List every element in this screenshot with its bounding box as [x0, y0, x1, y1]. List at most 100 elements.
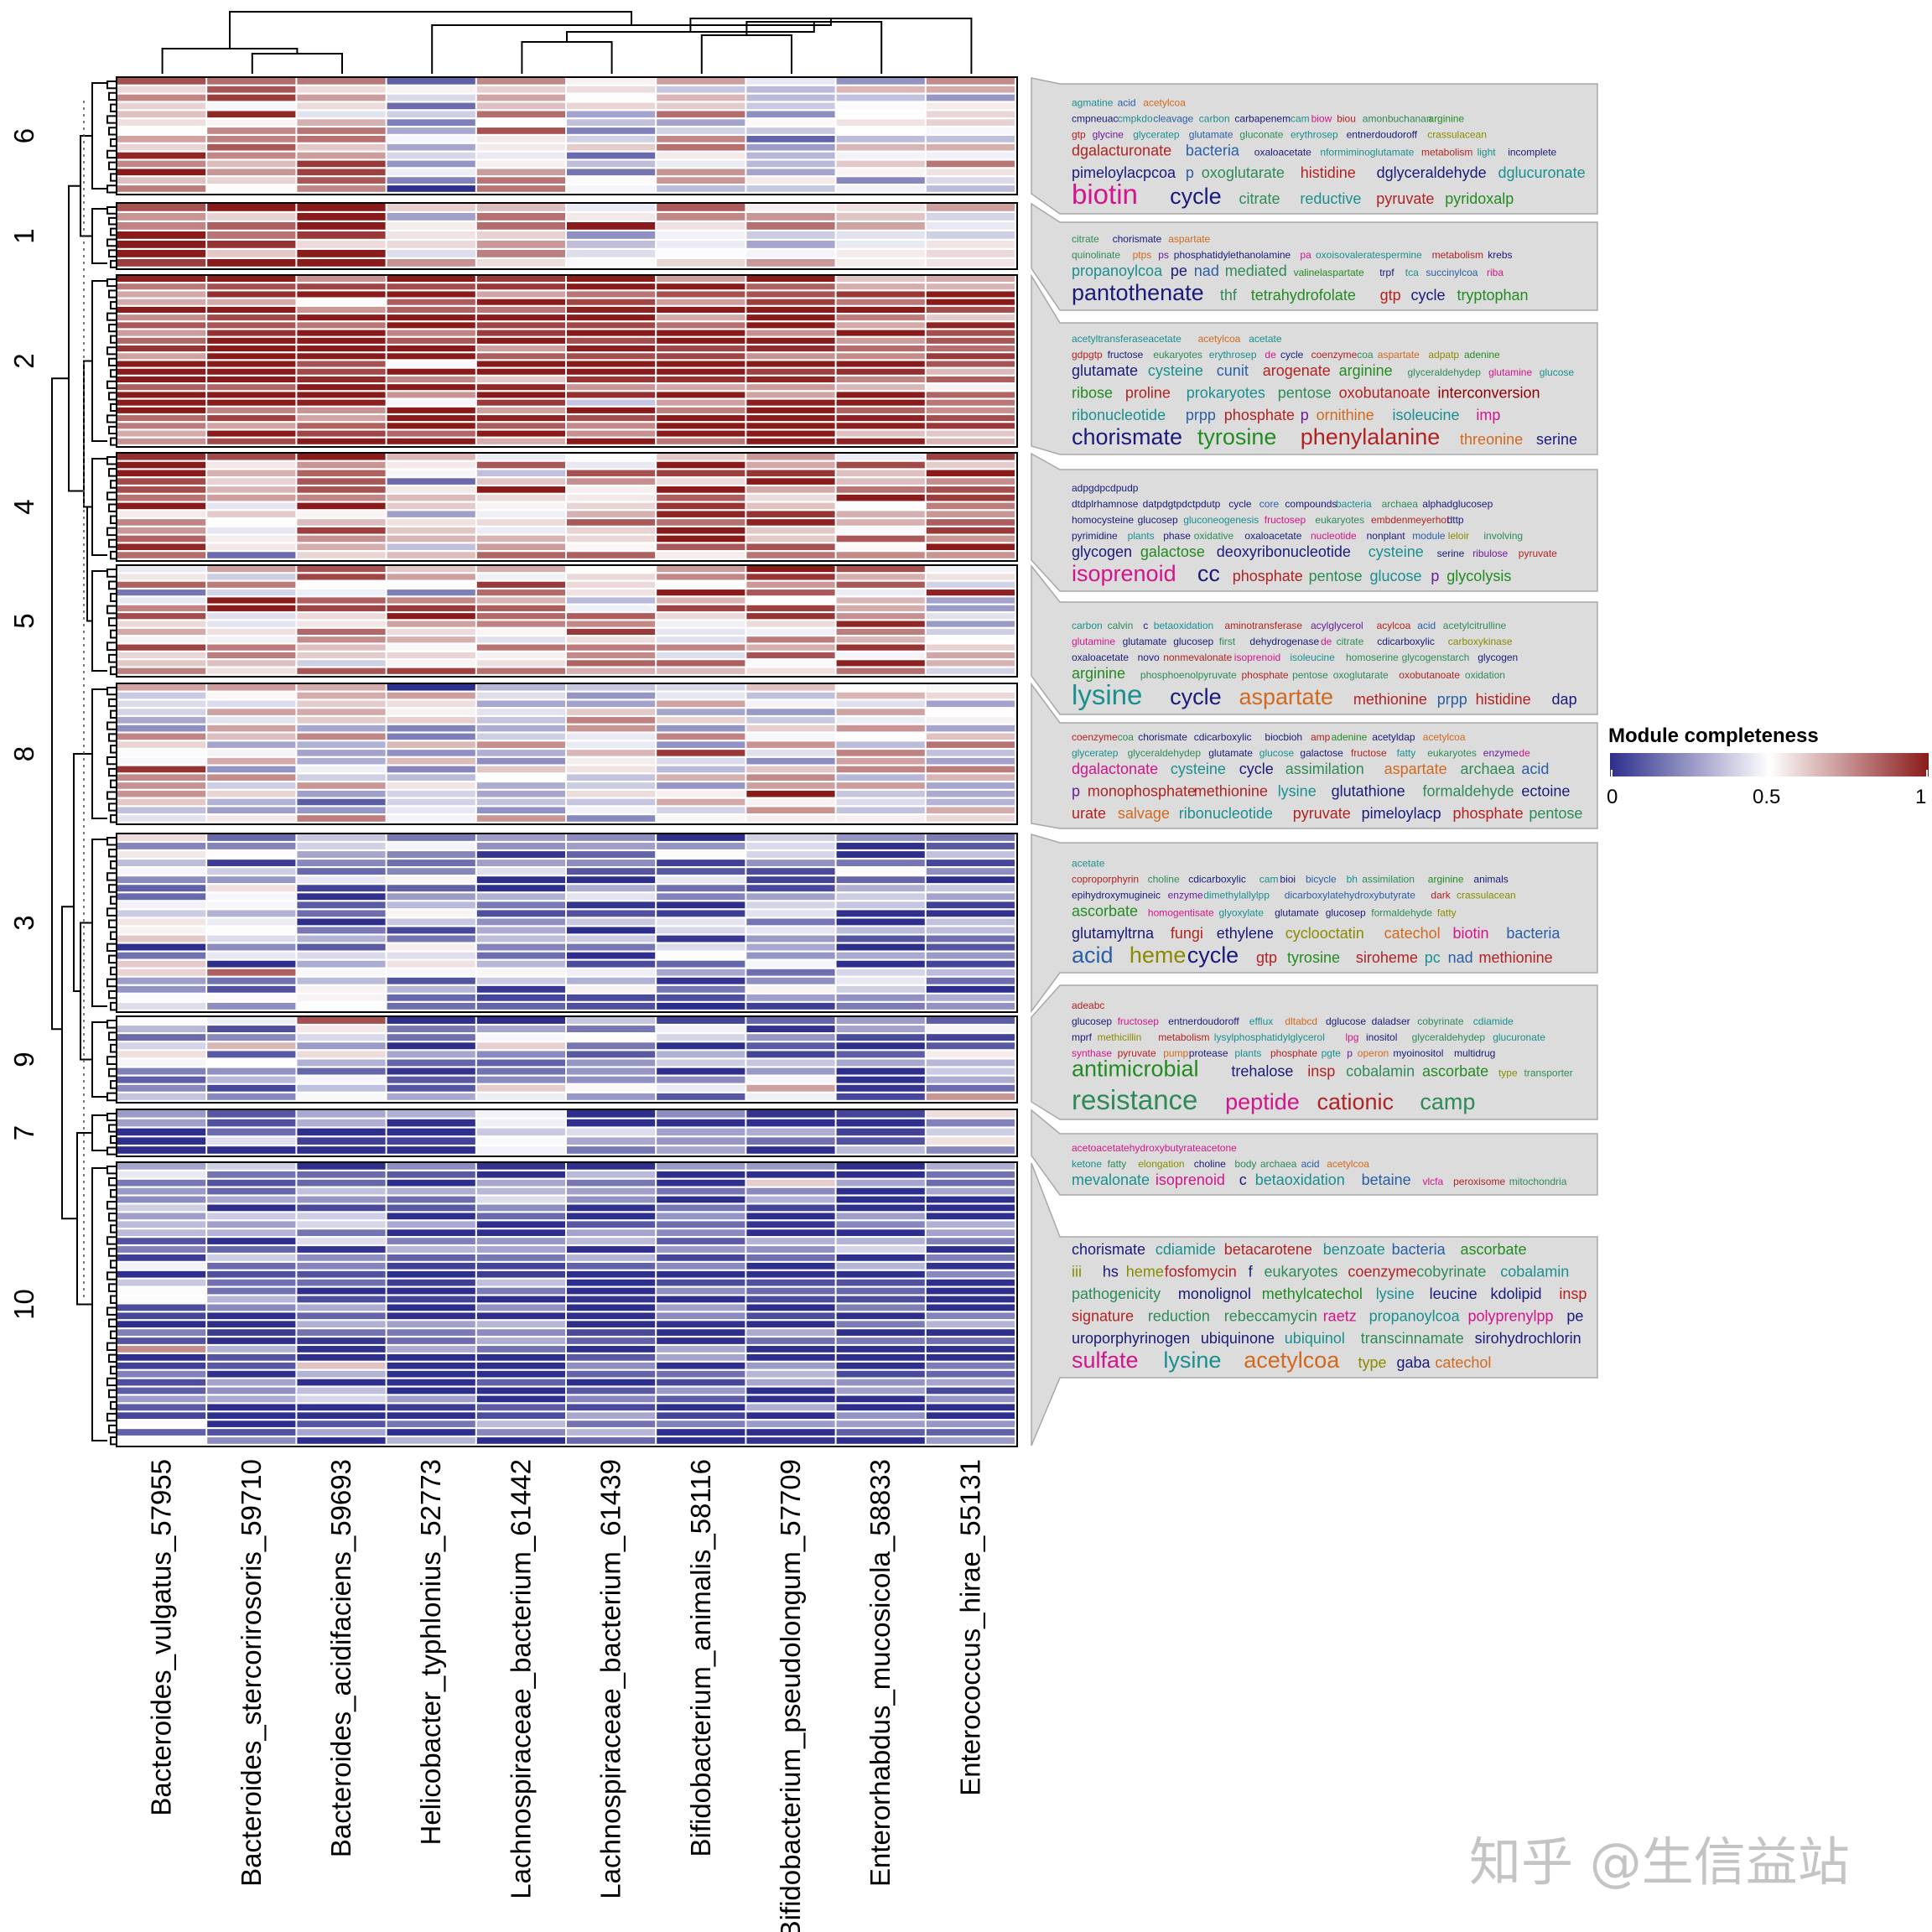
heatmap-cell — [746, 384, 835, 391]
heatmap-cell — [657, 222, 745, 230]
word-cloud-word: pimeloylacpcoa — [1072, 164, 1176, 181]
heatmap-cell — [207, 78, 296, 85]
heatmap-cell — [926, 774, 1015, 781]
column-label: Enterorhabdus_mucosicola_58833 — [865, 1459, 896, 1887]
heatmap-cell — [926, 815, 1015, 822]
heatmap-cell — [117, 1163, 206, 1170]
heatmap-cell — [207, 1353, 296, 1361]
heatmap-cell — [297, 581, 386, 588]
heatmap-cell — [207, 185, 296, 192]
word-cloud-word: alphadglucosep — [1422, 498, 1493, 510]
word-cloud-word: glyceratep — [1072, 747, 1119, 759]
heatmap-cell — [567, 1270, 656, 1278]
heatmap-cell — [207, 1059, 296, 1067]
word-cloud-word: phosphatidylethanolamine — [1174, 249, 1291, 261]
heatmap-cell — [387, 1229, 475, 1236]
word-cloud-word: transporter — [1524, 1067, 1573, 1078]
heatmap-cell — [207, 353, 296, 360]
heatmap-cell — [926, 977, 1015, 984]
heatmap-cell — [926, 478, 1015, 485]
heatmap-cell — [476, 299, 565, 305]
word-cloud-word: histidine — [1476, 691, 1531, 708]
heatmap-cell — [836, 392, 925, 398]
heatmap-cell — [926, 834, 1015, 841]
word-cloud-word: monolignol — [1178, 1285, 1251, 1302]
heatmap-cell — [387, 111, 475, 118]
word-cloud-word: type — [1358, 1354, 1387, 1371]
heatmap-cell — [926, 454, 1015, 460]
heatmap-cell — [476, 927, 565, 934]
heatmap-cell — [567, 893, 656, 901]
heatmap-cell — [567, 1370, 656, 1378]
heatmap-cell — [746, 798, 835, 806]
heatmap-cell — [297, 750, 386, 756]
word-cloud-word: aminotransferase — [1224, 620, 1302, 631]
heatmap-cell — [567, 774, 656, 781]
heatmap-cell — [836, 1221, 925, 1228]
heatmap-cell — [746, 597, 835, 604]
heatmap-cell — [567, 283, 656, 290]
heatmap-cell — [746, 283, 835, 290]
word-cloud-word: interconversion — [1438, 384, 1540, 401]
heatmap-cell — [657, 757, 745, 765]
heatmap-cell — [926, 1420, 1015, 1427]
word-cloud-word: isoleucine — [1393, 407, 1460, 423]
heatmap-cell — [746, 943, 835, 951]
heatmap-cell — [836, 241, 925, 248]
heatmap-cell — [567, 741, 656, 748]
heatmap-cell — [746, 204, 835, 211]
heatmap-cell — [926, 543, 1015, 551]
heatmap-cell — [567, 589, 656, 596]
heatmap-cell — [926, 1262, 1015, 1270]
heatmap-cell — [476, 860, 565, 866]
heatmap-cell — [476, 94, 565, 101]
heatmap-cell — [476, 581, 565, 588]
heatmap-cell — [297, 478, 386, 485]
heatmap-cell — [926, 1254, 1015, 1261]
heatmap-cell — [297, 876, 386, 884]
heatmap-cell — [567, 1254, 656, 1261]
row-dendro-leaf — [106, 837, 117, 846]
heatmap-cell — [657, 330, 745, 336]
heatmap-cell — [207, 834, 296, 841]
word-cloud-word: rebeccamycin — [1224, 1307, 1317, 1324]
heatmap-cell — [657, 502, 745, 510]
heatmap-cell — [207, 1379, 296, 1386]
heatmap-cell — [836, 438, 925, 444]
heatmap-cell — [207, 94, 296, 101]
col-dendro-link — [689, 18, 973, 74]
heatmap-cell — [746, 960, 835, 968]
heatmap-cell — [476, 283, 565, 290]
heatmap-cell — [836, 1187, 925, 1195]
row-dendro-leaf — [106, 791, 117, 800]
row-dendro-leaf — [110, 227, 117, 236]
heatmap-cell — [207, 169, 296, 176]
heatmap-cell — [387, 1304, 475, 1311]
heatmap-cell — [746, 461, 835, 469]
word-cloud-word: aspartate — [1168, 233, 1210, 245]
column-labels: Bacteroides_vulgatus_57955 Bacteroides_st… — [146, 1459, 986, 1932]
word-cloud-word: tyrosine — [1287, 949, 1340, 966]
heatmap-cell — [207, 259, 296, 267]
word-cloud-word: bacteria — [1186, 143, 1240, 159]
heatmap-cell — [657, 667, 745, 674]
heatmap-cell — [207, 605, 296, 611]
row-dendro-leaf — [108, 1318, 117, 1327]
heatmap-cell — [387, 1171, 475, 1178]
heatmap-cell — [836, 231, 925, 239]
heatmap-cell — [926, 1353, 1015, 1361]
heatmap-cell — [657, 1362, 745, 1369]
heatmap-cell — [297, 136, 386, 143]
heatmap-cell — [746, 660, 835, 667]
word-cloud-word: glutamate — [1123, 636, 1167, 647]
heatmap-cell — [746, 652, 835, 659]
heatmap-cell — [567, 1412, 656, 1420]
heatmap-cell — [387, 621, 475, 627]
row-dendro-leaf — [106, 1113, 117, 1122]
heatmap-cell — [387, 741, 475, 748]
heatmap-cell — [746, 330, 835, 336]
row-dendro-leaf — [110, 814, 117, 823]
heatmap-cell — [207, 1321, 296, 1328]
heatmap-cell — [117, 1179, 206, 1187]
heatmap-cell — [297, 1221, 386, 1228]
